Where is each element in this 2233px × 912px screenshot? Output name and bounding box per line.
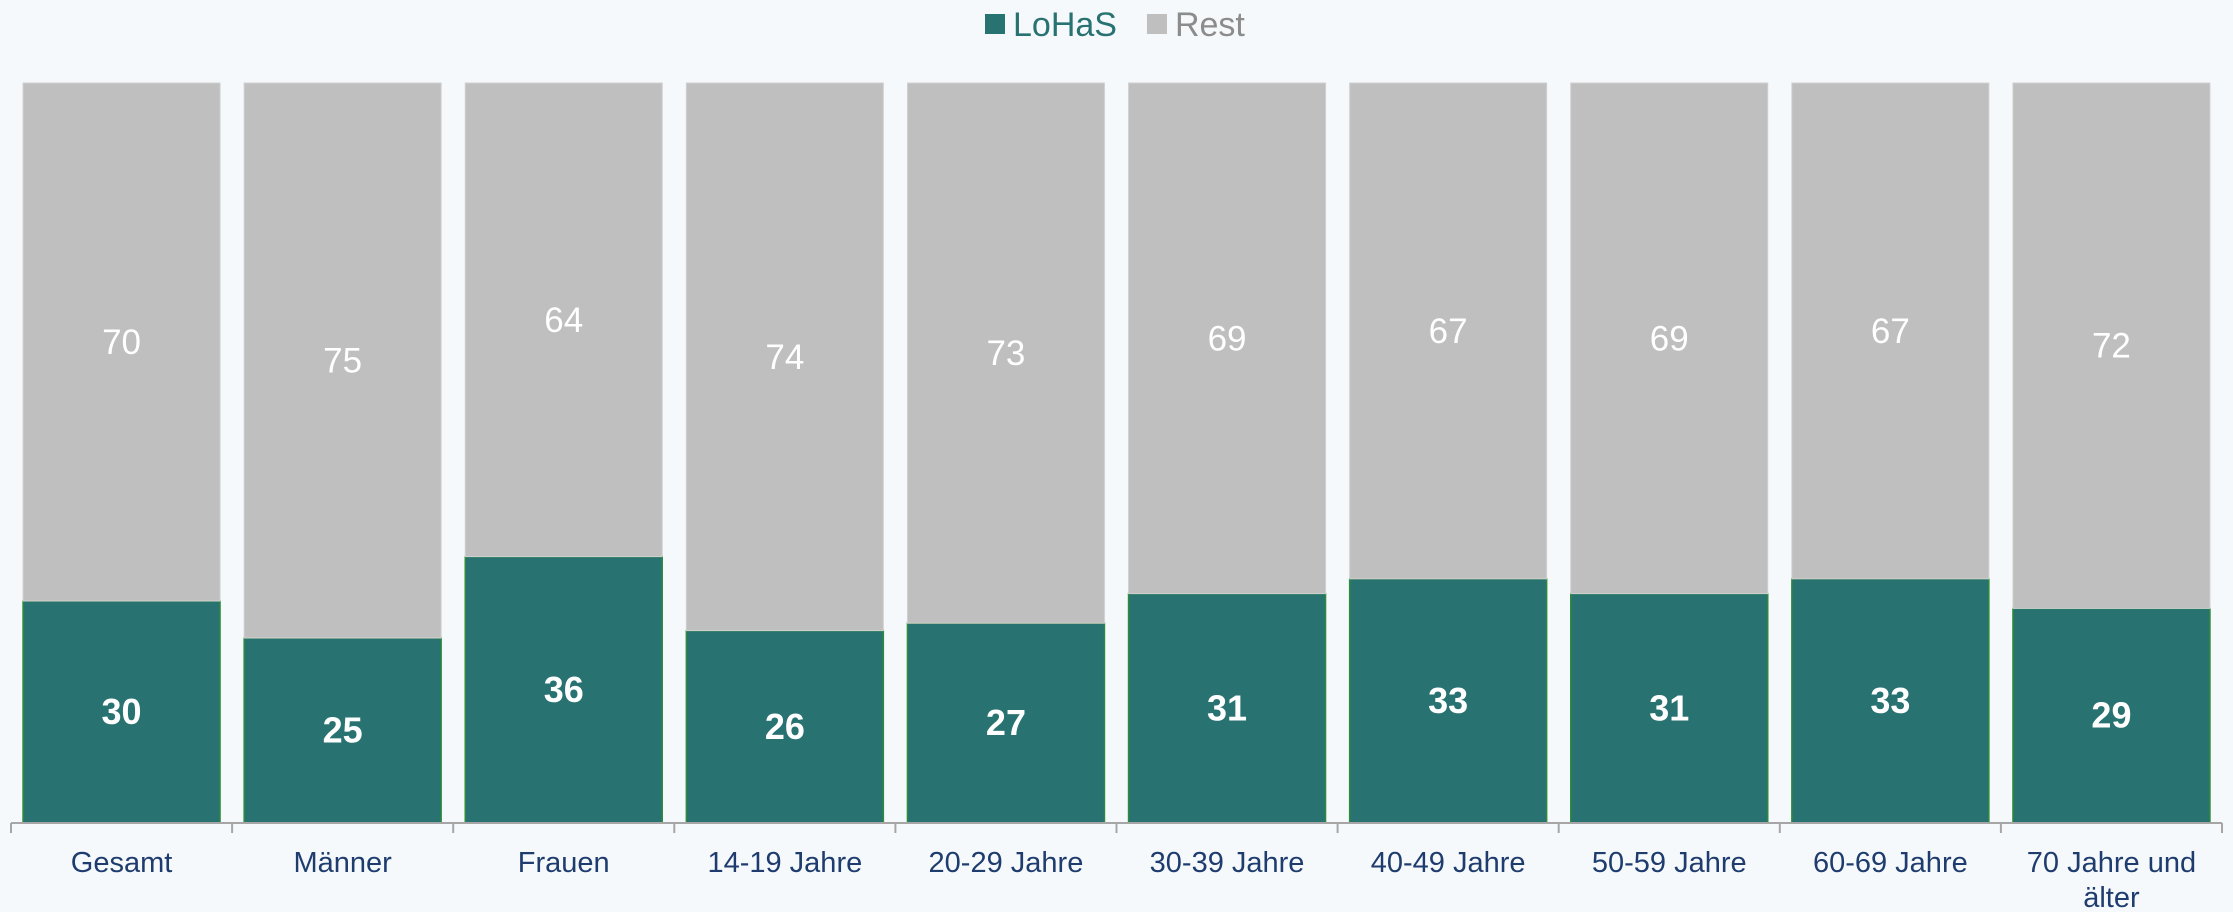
data-label-lohas-14-19-jahre: 26 [765, 706, 805, 747]
x-tick-label: 50-59 Jahre [1592, 847, 1747, 879]
bar-lohas-gesamt [22, 600, 221, 824]
data-label-rest-30-39-jahre: 69 [1208, 319, 1247, 358]
bar-rest-frauen [464, 82, 663, 558]
x-tick-label: 20-29 Jahre [929, 847, 1084, 879]
legend-swatch [985, 14, 1005, 34]
bar-rest-50-59-jahre [1570, 82, 1769, 595]
bars: 30 70 25 75 36 64 26 74 27 73 31 69 33 67 31 69 33 67 29 72 [22, 82, 2211, 824]
x-axis: Gesamt Männer Frauen 14-19 Jahre 20-29 Jahre… [10, 822, 2223, 912]
bar-group-männer: 25 75 [243, 82, 442, 824]
bar-rest-70-jahre-und-älter [2012, 82, 2211, 609]
bar-rest-männer [243, 82, 442, 639]
legend-item-lohas: LoHaS [985, 6, 1117, 44]
legend-label: LoHaS [1013, 6, 1117, 44]
data-label-lohas-50-59-jahre: 31 [1649, 687, 1689, 728]
data-label-rest-50-59-jahre: 69 [1650, 319, 1689, 358]
bar-group-50-59-jahre: 31 69 [1570, 82, 1769, 824]
data-label-lohas-gesamt: 30 [102, 691, 142, 732]
legend-item-rest: Rest [1146, 6, 1245, 44]
data-label-lohas-20-29-jahre: 27 [986, 702, 1026, 743]
data-label-rest-20-29-jahre: 73 [986, 334, 1025, 373]
bar-lohas-70-jahre-und-älter [2012, 607, 2211, 824]
x-tick-label: 70 Jahre und älter [2027, 847, 2196, 912]
bar-group-40-49-jahre: 33 67 [1348, 82, 1548, 824]
bar-group-frauen: 36 64 [464, 82, 663, 824]
bar-rest-40-49-jahre [1349, 82, 1548, 580]
bar-lohas-60-69-jahre [1791, 578, 1990, 824]
data-label-lohas-männer: 25 [323, 710, 363, 751]
legend-swatch [1146, 14, 1167, 34]
bar-rest-60-69-jahre [1791, 82, 1990, 580]
legend-label: Rest [1175, 6, 1245, 44]
x-tick-label: Gesamt [71, 847, 173, 879]
data-label-rest-70-jahre-und-älter: 72 [2092, 327, 2131, 366]
data-label-lohas-40-49-jahre: 33 [1428, 680, 1468, 721]
bar-group-60-69-jahre: 33 67 [1791, 82, 1990, 824]
bar-group-gesamt: 30 70 [22, 82, 221, 824]
data-label-rest-gesamt: 70 [102, 323, 141, 362]
data-label-lohas-30-39-jahre: 31 [1207, 687, 1247, 728]
data-label-lohas-70-jahre-und-älter: 29 [2091, 695, 2131, 736]
bar-lohas-40-49-jahre [1348, 578, 1548, 824]
data-label-rest-14-19-jahre: 74 [765, 338, 804, 377]
data-label-lohas-60-69-jahre: 33 [1870, 680, 1910, 721]
data-label-rest-männer: 75 [323, 342, 362, 381]
data-label-rest-frauen: 64 [544, 301, 583, 340]
legend: LoHaS Rest [985, 6, 1245, 44]
bar-rest-20-29-jahre [906, 82, 1105, 624]
bar-rest-30-39-jahre [1128, 82, 1327, 595]
bar-lohas-30-39-jahre [1127, 592, 1327, 824]
bar-lohas-frauen [464, 555, 663, 824]
data-label-lohas-frauen: 36 [544, 669, 584, 710]
bar-group-30-39-jahre: 31 69 [1127, 82, 1327, 824]
bar-group-14-19-jahre: 26 74 [685, 82, 885, 824]
data-label-rest-60-69-jahre: 67 [1871, 312, 1910, 351]
data-label-rest-40-49-jahre: 67 [1429, 312, 1468, 351]
bar-group-20-29-jahre: 27 73 [906, 82, 1106, 824]
x-tick-label: Männer [293, 847, 392, 879]
x-tick-label: 30-39 Jahre [1150, 847, 1305, 879]
x-tick-label: Frauen [518, 847, 610, 879]
bar-rest-gesamt [22, 82, 221, 602]
x-tick-label: 60-69 Jahre [1813, 847, 1968, 879]
x-tick-label: 40-49 Jahre [1371, 847, 1526, 879]
bar-rest-14-19-jahre [685, 82, 884, 632]
bar-group-70-jahre-und-älter: 29 72 [2012, 82, 2211, 824]
x-tick-label: 14-19 Jahre [707, 847, 862, 879]
bar-lohas-50-59-jahre [1570, 592, 1769, 824]
